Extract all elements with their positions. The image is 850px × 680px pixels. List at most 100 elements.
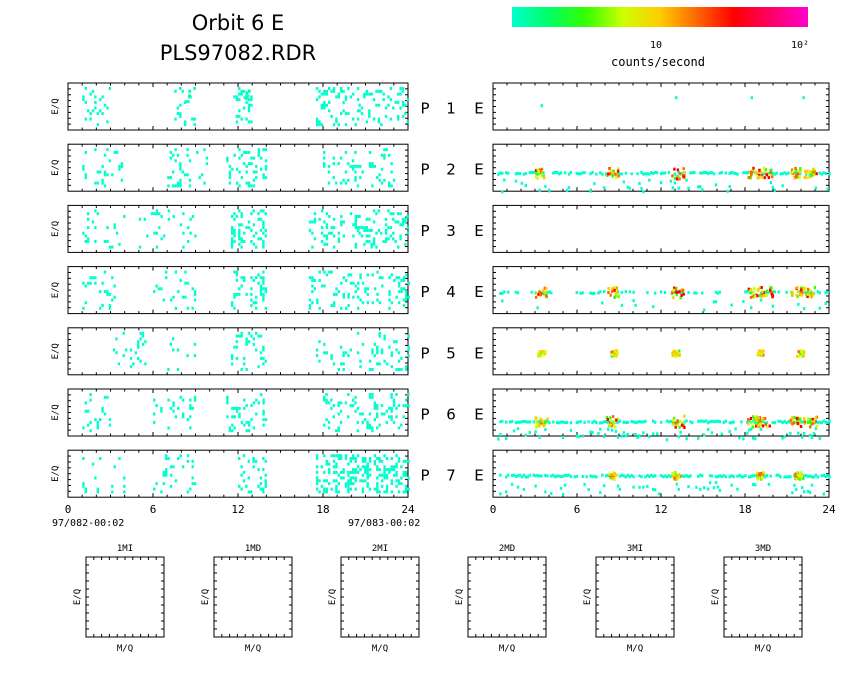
right-hot-cell — [544, 420, 548, 424]
right-counts-cell — [514, 179, 518, 183]
left-counts-cell — [366, 273, 369, 277]
left-counts-cell — [397, 301, 401, 305]
right-counts-cell — [581, 434, 584, 438]
left-counts-cell — [344, 95, 348, 99]
left-counts-cell — [373, 404, 376, 408]
right-counts-cell — [710, 419, 714, 423]
left-counts-cell — [376, 484, 379, 488]
right-counts-cell — [665, 419, 669, 423]
right-counts-cell — [738, 473, 741, 477]
right-hot-cell — [535, 421, 538, 425]
left-counts-cell — [388, 184, 391, 188]
left-counts-cell — [101, 181, 104, 185]
right-counts-cell — [587, 420, 590, 424]
left-counts-cell — [233, 406, 236, 410]
right-counts-cell — [654, 171, 657, 174]
right-hot-cell — [683, 426, 686, 429]
right-counts-cell — [559, 420, 563, 424]
left-counts-cell — [315, 120, 319, 124]
right-counts-cell — [528, 431, 531, 434]
left-counts-cell — [389, 234, 393, 238]
right-counts-cell — [781, 436, 784, 440]
right-hot-cell — [675, 290, 679, 294]
right-counts-cell — [816, 290, 820, 294]
right-hot-cell — [807, 417, 810, 421]
right-hot-cell — [679, 419, 682, 423]
right-counts-cell — [812, 475, 816, 479]
left-counts-cell — [243, 162, 246, 166]
left-counts-cell — [160, 215, 163, 218]
left-counts-cell — [240, 331, 243, 335]
right-hot-cell — [763, 417, 767, 420]
right-counts-cell — [783, 419, 786, 423]
left-counts-cell — [153, 398, 156, 402]
right-counts-cell — [816, 475, 820, 479]
right-counts-cell — [777, 473, 780, 477]
left-counts-cell — [393, 340, 396, 344]
right-hot-cell — [812, 170, 815, 174]
left-counts-cell — [233, 295, 236, 299]
right-counts-cell — [734, 427, 737, 431]
right-counts-cell — [510, 482, 514, 486]
right-x-tick-label: 12 — [654, 503, 667, 516]
right-hot-cell — [544, 351, 547, 355]
right-counts-cell — [687, 475, 690, 479]
left-counts-cell — [316, 301, 319, 305]
left-counts-cell — [366, 468, 369, 472]
left-counts-cell — [255, 164, 258, 168]
left-counts-cell — [89, 112, 92, 116]
left-counts-cell — [243, 106, 246, 110]
right-hot-cell — [536, 176, 539, 180]
right-hot-cell — [813, 173, 816, 177]
left-counts-cell — [240, 92, 243, 96]
right-counts-cell — [652, 172, 655, 175]
right-counts-cell — [730, 421, 733, 424]
left-counts-cell — [186, 459, 190, 463]
right-hot-cell — [806, 169, 809, 173]
right-counts-cell — [710, 431, 714, 435]
right-counts-cell — [789, 475, 792, 479]
left-counts-cell — [82, 426, 85, 430]
left-counts-cell — [169, 406, 173, 410]
left-counts-cell — [101, 178, 104, 182]
left-counts-cell — [153, 487, 156, 491]
right-counts-cell — [530, 290, 533, 294]
left-counts-cell — [335, 465, 338, 469]
left-counts-cell — [247, 429, 251, 433]
left-counts-cell — [226, 395, 229, 399]
left-counts-cell — [368, 468, 372, 472]
left-counts-cell — [381, 284, 384, 288]
left-counts-cell — [193, 395, 197, 399]
left-counts-cell — [332, 226, 336, 230]
left-counts-cell — [235, 181, 239, 185]
left-counts-cell — [240, 276, 243, 280]
left-counts-cell — [368, 473, 372, 477]
left-counts-cell — [351, 398, 355, 402]
left-counts-cell — [351, 167, 355, 171]
left-counts-cell — [250, 240, 253, 243]
left-counts-cell — [392, 231, 395, 235]
left-counts-cell — [118, 242, 121, 246]
left-counts-cell — [373, 459, 377, 463]
left-counts-cell — [323, 398, 326, 402]
left-counts-cell — [335, 462, 338, 466]
left-counts-cell — [356, 429, 360, 433]
left-counts-cell — [235, 340, 239, 344]
left-counts-cell — [354, 151, 357, 154]
right-counts-cell — [616, 420, 620, 424]
left-counts-cell — [368, 151, 372, 154]
left-counts-cell — [405, 459, 408, 463]
right-hot-cell — [614, 425, 617, 429]
right-hot-cell — [613, 477, 616, 481]
left-counts-cell — [252, 170, 256, 174]
left-counts-cell — [385, 476, 389, 480]
left-counts-cell — [385, 148, 388, 152]
left-counts-cell — [245, 337, 248, 341]
mass-panel-xlabel: M/Q — [499, 644, 515, 654]
left-counts-cell — [245, 404, 248, 408]
right-counts-cell — [695, 291, 698, 295]
left-counts-cell — [380, 412, 384, 416]
left-counts-cell — [177, 290, 180, 294]
left-counts-cell — [327, 420, 331, 424]
